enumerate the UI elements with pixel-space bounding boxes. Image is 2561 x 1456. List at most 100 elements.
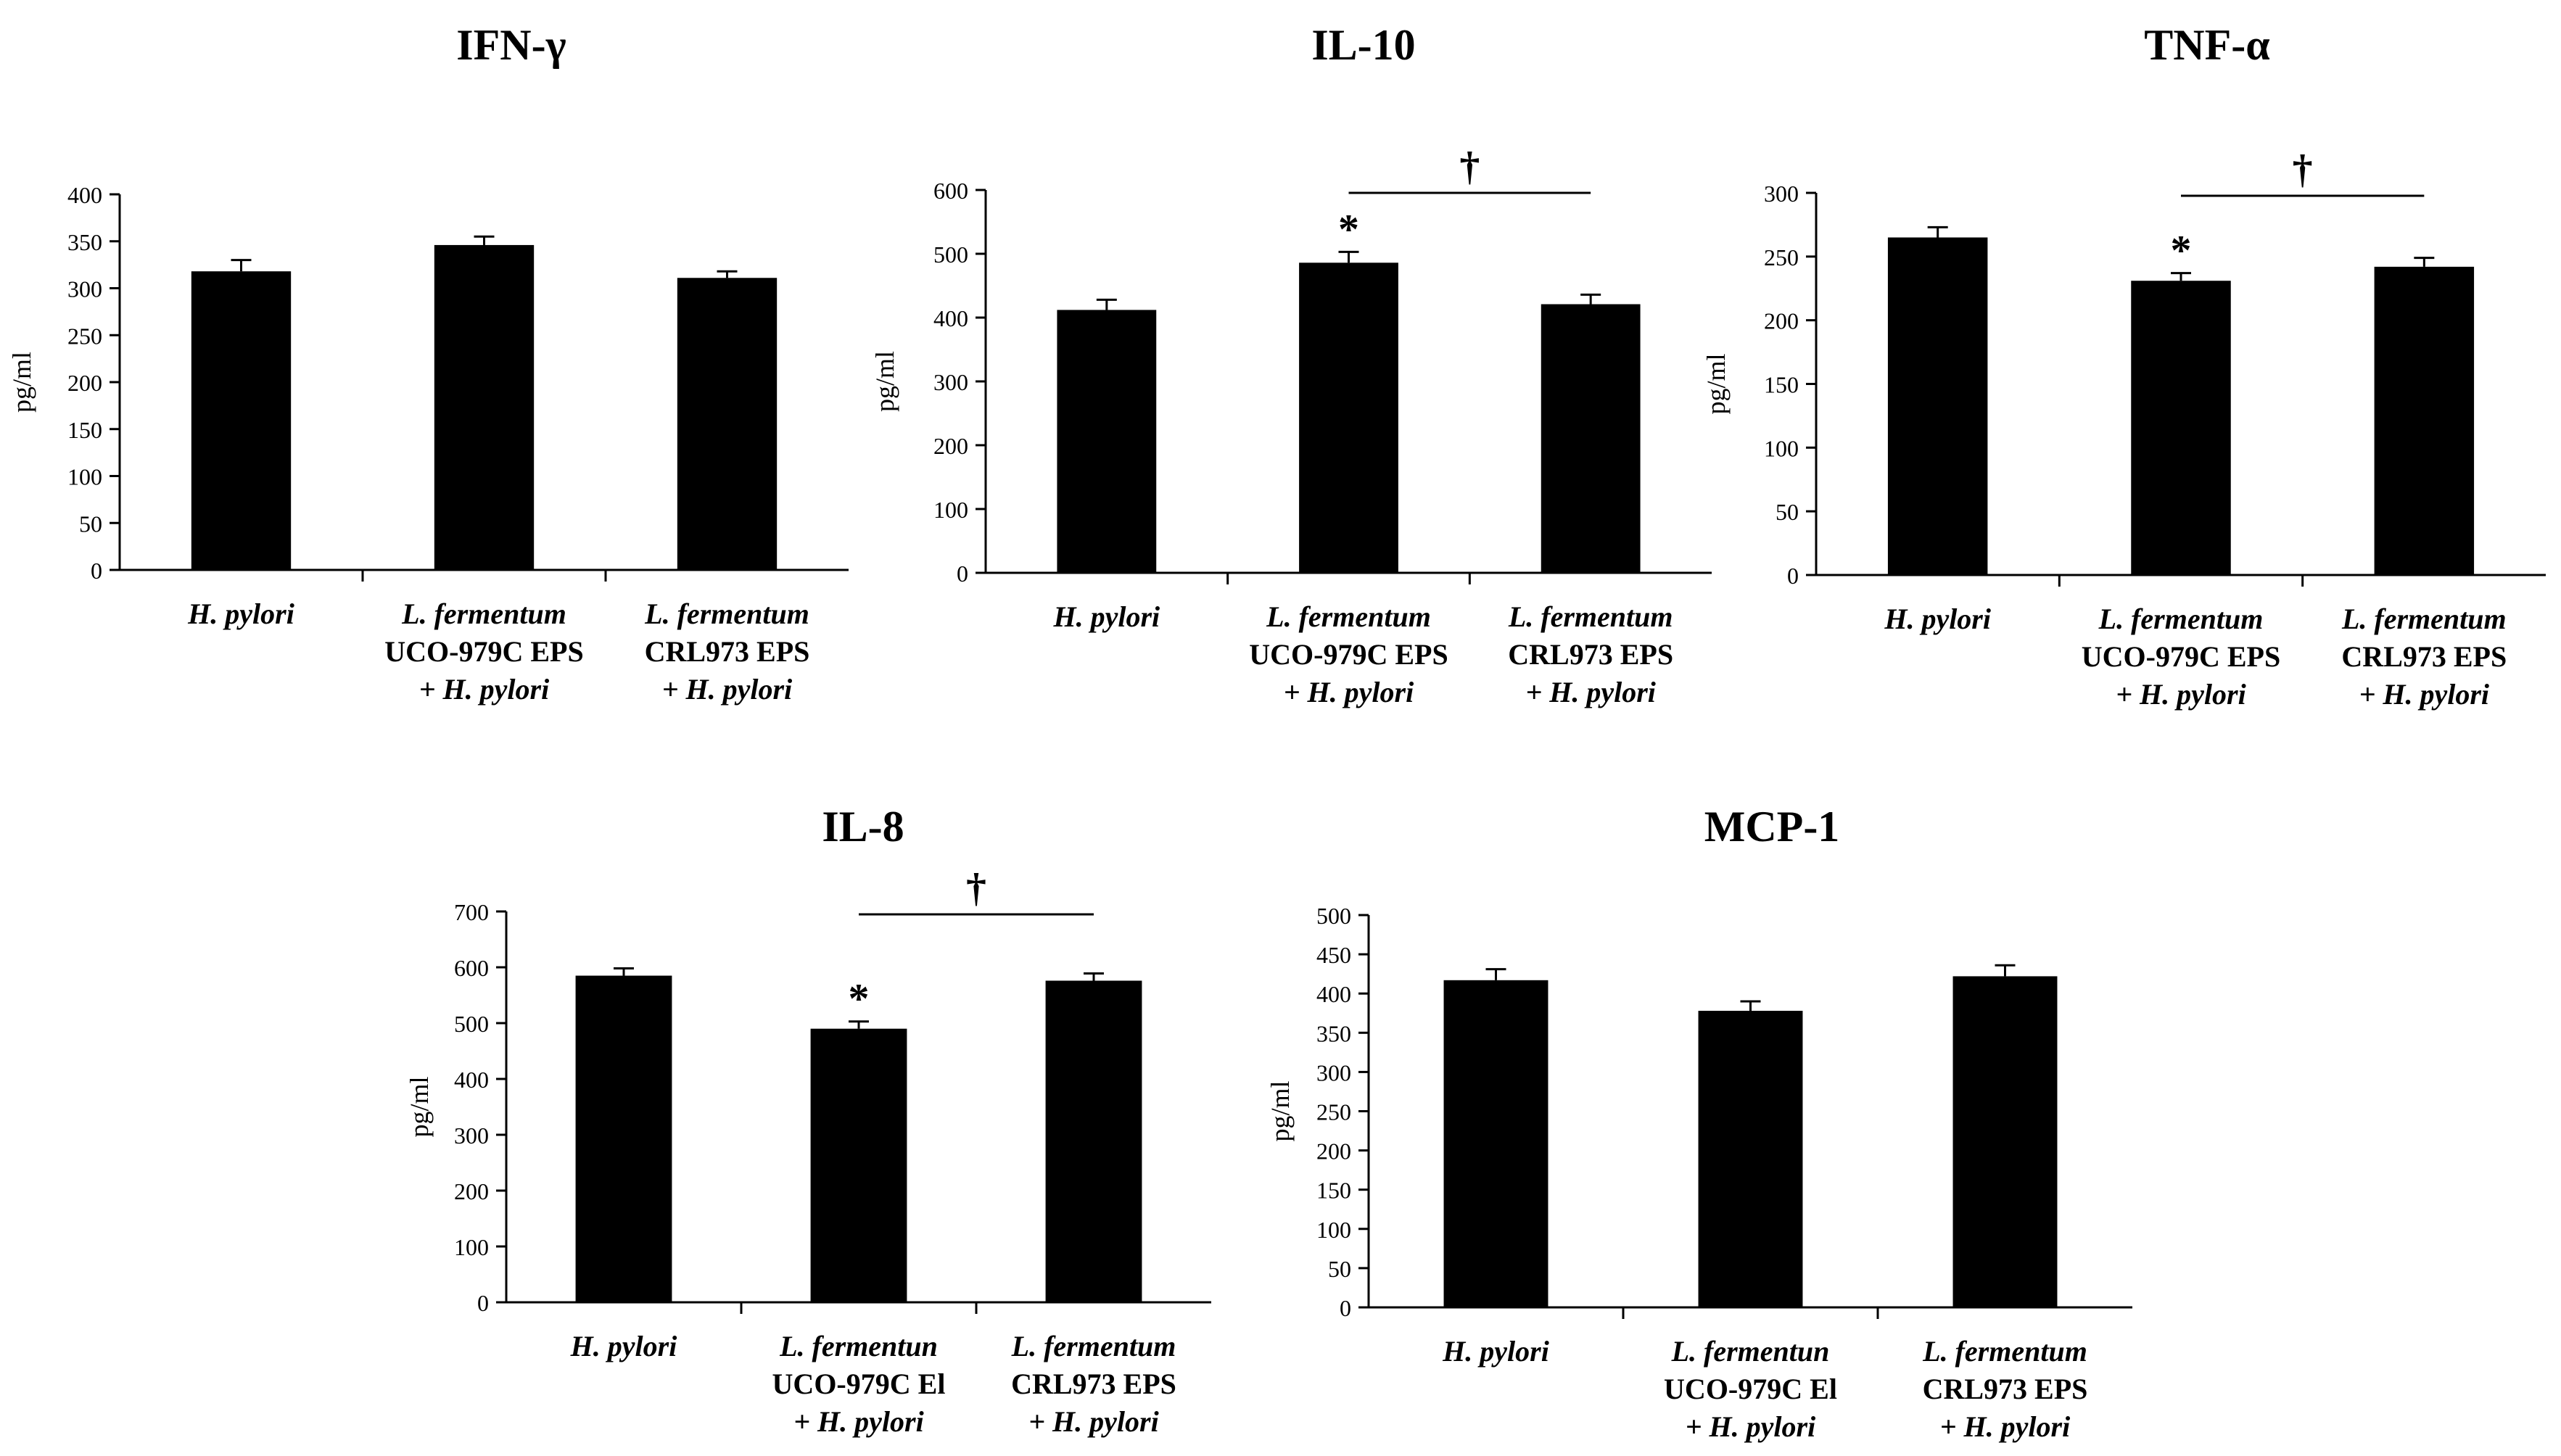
- x-tick-label: + H. pylori: [2116, 678, 2245, 711]
- y-tick-label: 250: [67, 323, 102, 349]
- x-tick-label: + H. pylori: [1028, 1405, 1158, 1438]
- x-tick-label: L. fermentun: [1671, 1335, 1830, 1368]
- bar: [1952, 976, 2058, 1307]
- significance-marker: *: [849, 975, 870, 1022]
- x-tick-label: + H. pylori: [662, 673, 792, 706]
- chart-panel-3: TNF-α pg/ml 0 50 100 150 200 250 300 H. pylori * L.…: [1702, 21, 2546, 711]
- y-tick-label: 200: [933, 433, 968, 459]
- x-tick-label: CRL973 EPS: [645, 635, 810, 668]
- bar: [575, 975, 672, 1302]
- chart-title: IFN-γ: [456, 21, 566, 69]
- x-tick-label: + H. pylori: [793, 1405, 923, 1438]
- y-tick-label: 150: [1764, 372, 1799, 398]
- y-tick-label: 100: [1316, 1217, 1351, 1243]
- x-tick-label: + H. pylori: [1284, 676, 1414, 708]
- significance-dagger: †: [966, 866, 986, 911]
- y-tick-label: 500: [454, 1011, 489, 1037]
- bar: [434, 244, 535, 570]
- y-tick-label: 100: [67, 464, 102, 490]
- x-tick-label: L. fermentum: [401, 597, 566, 630]
- x-tick-label: UCO-979C El: [772, 1368, 946, 1400]
- y-tick-label: 300: [1764, 181, 1799, 207]
- y-tick-label: 300: [454, 1122, 489, 1149]
- bar: [191, 271, 292, 570]
- y-tick-label: 350: [1316, 1020, 1351, 1046]
- x-tick-label: L. fermentum: [2341, 603, 2507, 635]
- x-tick-label: UCO-979C El: [1664, 1373, 1837, 1405]
- chart-panel-1: IFN-γ pg/ml 0 50 100 150 200 250 300 350 400 H. pyl…: [7, 21, 849, 706]
- x-tick-label: CRL973 EPS: [2341, 640, 2507, 673]
- y-tick-label: 350: [67, 229, 102, 255]
- bar: [810, 1028, 907, 1302]
- x-tick-label: H. pylori: [1052, 600, 1160, 633]
- y-tick-label: 50: [79, 510, 102, 537]
- x-tick-label: L. fermentun: [779, 1330, 938, 1362]
- y-tick-label: 300: [933, 369, 968, 395]
- bar: [1045, 980, 1142, 1302]
- x-tick-label: L. fermentum: [1922, 1335, 2087, 1368]
- x-tick-label: H. pylori: [1884, 603, 1991, 635]
- x-tick-label: CRL973 EPS: [1508, 638, 1673, 671]
- significance-dagger: †: [1459, 144, 1480, 189]
- y-tick-label: 0: [91, 558, 102, 584]
- x-tick-label: L. fermentum: [1508, 600, 1673, 633]
- y-tick-label: 150: [67, 417, 102, 443]
- bar: [2374, 266, 2475, 575]
- bar: [1541, 304, 1641, 573]
- y-tick-label: 100: [454, 1234, 489, 1260]
- y-tick-label: 250: [1316, 1099, 1351, 1125]
- y-tick-label: 0: [477, 1290, 489, 1316]
- y-tick-label: 500: [933, 241, 968, 268]
- y-tick-label: 200: [1764, 308, 1799, 334]
- x-tick-label: UCO-979C EPS: [2082, 640, 2280, 673]
- y-axis-label: pg/ml: [1266, 1080, 1295, 1141]
- y-tick-label: 450: [1316, 942, 1351, 968]
- bar: [1057, 310, 1157, 573]
- x-tick-label: + H. pylori: [1686, 1410, 1815, 1443]
- x-tick-label: H. pylori: [570, 1330, 677, 1362]
- y-tick-label: 600: [933, 178, 968, 204]
- chart-title: IL-10: [1311, 21, 1415, 69]
- y-tick-label: 700: [454, 899, 489, 925]
- chart-title: TNF-α: [2144, 21, 2269, 69]
- x-tick-label: + H. pylori: [1940, 1410, 2070, 1443]
- x-tick-label: H. pylori: [187, 597, 294, 630]
- y-tick-label: 200: [67, 370, 102, 396]
- x-tick-label: H. pylori: [1442, 1335, 1549, 1368]
- bar: [1299, 262, 1398, 573]
- x-tick-label: CRL973 EPS: [1923, 1373, 2088, 1405]
- y-axis-label: pg/ml: [870, 351, 899, 412]
- bar: [2131, 281, 2231, 575]
- y-tick-label: 300: [1316, 1059, 1351, 1085]
- x-tick-label: L. fermentum: [2098, 603, 2264, 635]
- y-tick-label: 500: [1316, 903, 1351, 929]
- y-tick-label: 0: [957, 561, 968, 587]
- chart-panel-2: IL-10 pg/ml 0 100 200 300 400 500 600 H. pylori * L…: [870, 21, 1712, 708]
- bar: [677, 278, 778, 570]
- y-tick-label: 150: [1316, 1178, 1351, 1204]
- y-axis-label: pg/ml: [405, 1076, 434, 1137]
- significance-marker: *: [1338, 205, 1359, 252]
- y-tick-label: 250: [1764, 244, 1799, 270]
- chart-title: MCP-1: [1704, 803, 1840, 851]
- chart-panel-4: IL-8 pg/ml 0 100 200 300 400 500 600 700 H. pylori…: [405, 803, 1211, 1438]
- x-tick-label: + H. pylori: [1525, 676, 1655, 708]
- x-tick-label: L. fermentum: [1011, 1330, 1176, 1362]
- x-tick-label: L. fermentum: [644, 597, 809, 630]
- y-axis-label: pg/ml: [7, 352, 36, 413]
- bar: [1443, 980, 1548, 1307]
- y-tick-label: 400: [67, 182, 102, 208]
- y-tick-label: 400: [933, 305, 968, 331]
- y-tick-label: 200: [454, 1178, 489, 1204]
- chart-title: IL-8: [822, 803, 904, 851]
- y-tick-label: 50: [1776, 499, 1799, 525]
- x-tick-label: L. fermentum: [1266, 600, 1431, 633]
- y-tick-label: 400: [454, 1067, 489, 1093]
- y-tick-label: 0: [1787, 563, 1799, 589]
- x-tick-label: UCO-979C EPS: [1249, 638, 1448, 671]
- bar: [1887, 237, 1988, 575]
- y-tick-label: 100: [1764, 435, 1799, 461]
- y-tick-label: 50: [1328, 1256, 1351, 1282]
